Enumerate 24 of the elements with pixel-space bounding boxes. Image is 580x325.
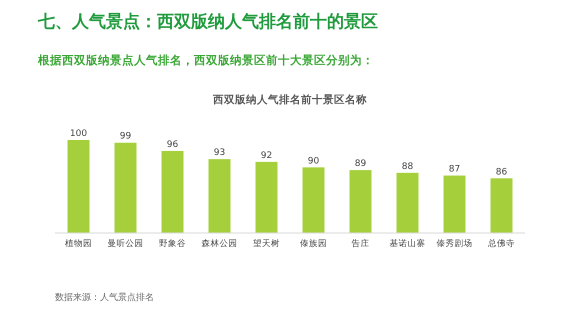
data-label: 87 (448, 164, 460, 175)
data-label: 88 (402, 162, 414, 172)
x-tick-label: 傣族园 (300, 238, 327, 249)
x-tick-label: 曼听公园 (108, 238, 144, 249)
x-tick-label: 总佛寺 (487, 238, 515, 249)
x-tick-label: 告庄 (352, 238, 370, 249)
data-label: 96 (166, 140, 178, 150)
x-tick-label: 森林公园 (202, 238, 238, 249)
x-tick-label: 望天树 (253, 238, 280, 249)
chart-title: 七、人气景点：西双版纳人气排名前十的景区 (37, 12, 378, 32)
data-label: 92 (260, 150, 272, 161)
chart-subtitle: 根据西双版纳景点人气排名，西双版纳景区前十大景区分别为： (37, 53, 374, 67)
data-label: 99 (120, 132, 132, 142)
source-note: 数据来源：人气景点排名 (55, 292, 154, 303)
x-tick-label: 基诺山寨 (390, 238, 426, 249)
data-label: 93 (214, 148, 226, 158)
x-tick-label: 傣秀剧场 (436, 238, 472, 249)
text: 西双版纳人气排名前十景区名称 (212, 93, 367, 106)
x-tick-label: 植物园 (65, 238, 92, 249)
data-label: 90 (308, 156, 320, 166)
data-label: 86 (496, 167, 508, 178)
data-label: 100 (70, 129, 88, 139)
data-label: 89 (354, 159, 366, 170)
x-tick-label: 野象谷 (159, 238, 186, 249)
